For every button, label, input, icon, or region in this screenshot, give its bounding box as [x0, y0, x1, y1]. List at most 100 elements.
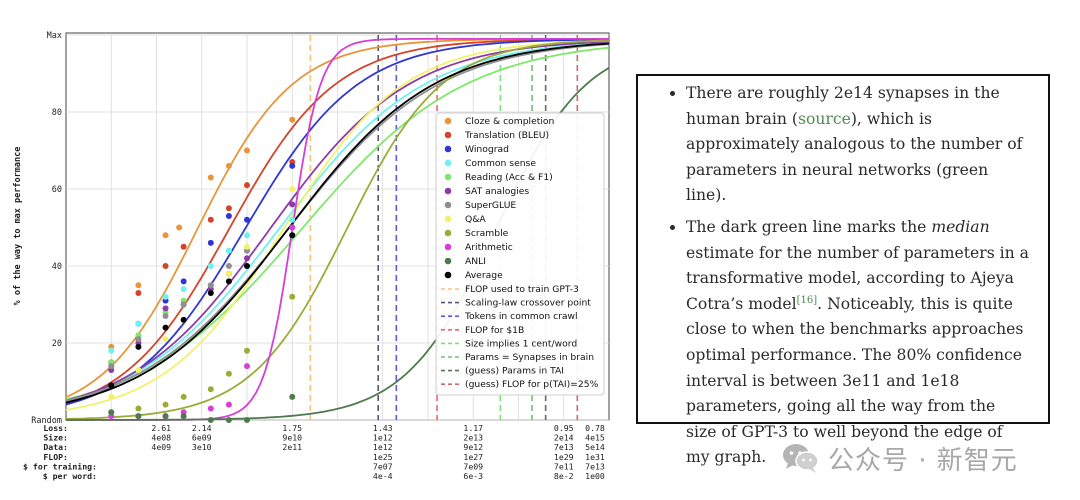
row-value: 7e13: [585, 461, 605, 471]
reference-link[interactable]: [16]: [796, 294, 818, 306]
data-point: [207, 239, 214, 246]
legend-marker: [444, 243, 452, 251]
source-link[interactable]: source: [797, 109, 851, 128]
data-point: [289, 116, 296, 123]
row-value: 1e27: [463, 452, 483, 462]
row-value: 1.17: [463, 423, 483, 433]
legend-label: Scaling-law crossover point: [465, 298, 591, 309]
data-point: [225, 417, 232, 423]
row-value: 1.43: [373, 423, 393, 433]
legend-label: Winograd: [465, 144, 509, 155]
y-tick-label: Max: [47, 31, 62, 41]
row-value: 7e13: [554, 442, 574, 452]
row-value: 2e13: [463, 433, 483, 443]
legend-label: SAT analogies: [465, 186, 529, 197]
row-value: 1.75: [282, 423, 302, 433]
legend-label: (guess) FLOP for p(TAI)=25%: [465, 379, 599, 390]
data-point: [135, 366, 142, 373]
legend-marker: [444, 131, 452, 139]
bullet-median: The dark green line marks the median est…: [686, 215, 1030, 471]
data-point: [225, 270, 232, 277]
data-point: [244, 232, 250, 239]
data-point: [225, 212, 232, 219]
row-value: 4e-4: [373, 471, 393, 481]
data-point: [207, 216, 214, 223]
legend-marker: [444, 271, 452, 279]
fit-curve: [65, 39, 610, 411]
data-point: [289, 201, 296, 208]
data-point: [207, 289, 214, 296]
data-point: [289, 393, 296, 400]
y-tick-label: Random: [31, 416, 62, 426]
data-point: [180, 243, 187, 250]
row-value: 4e15: [585, 433, 605, 443]
legend-label: FLOP for $1B: [465, 325, 524, 336]
row-value: 2.14: [192, 423, 212, 433]
data-point: [225, 247, 232, 254]
data-point: [225, 401, 232, 408]
fit-curve: [65, 42, 610, 404]
legend-marker: [444, 187, 452, 195]
legend-label: Params = Synapses in brain: [465, 352, 594, 363]
legend-marker: [444, 257, 452, 265]
fit-curves: [65, 38, 610, 421]
data-point: [289, 224, 296, 231]
text-panel: There are roughly 2e14 synapses in the h…: [636, 74, 1050, 466]
bullet2-emphasis: median: [931, 217, 990, 236]
fit-curve: [65, 38, 609, 406]
data-point: [162, 232, 169, 239]
data-point: [162, 313, 169, 320]
legend-label: Average: [465, 270, 503, 281]
data-point: [207, 263, 214, 269]
data-point: [135, 343, 142, 350]
data-point: [244, 147, 250, 154]
legend-marker: [444, 215, 452, 223]
data-point: [244, 263, 250, 269]
legend-label: Arithmetic: [465, 242, 513, 253]
row-value: 1e12: [373, 442, 393, 452]
row-value: 1e00: [585, 471, 605, 481]
legend-label: Size implies 1 cent/word: [465, 338, 577, 349]
data-point: [244, 216, 250, 223]
legend-marker: [444, 201, 452, 209]
bullet1-text-a: There are roughly 2e14 synapses in the h…: [686, 84, 1000, 128]
data-point: [180, 301, 187, 308]
row-value: 0.78: [585, 423, 605, 433]
row-label: Data:: [43, 442, 68, 452]
data-point: [207, 386, 214, 393]
y-tick-label: 60: [52, 185, 62, 195]
legend-label: FLOP used to train GPT-3: [465, 284, 579, 295]
legend: Cloze & completion Translation (BLEU) Wino…: [435, 112, 605, 396]
data-point: [225, 162, 232, 169]
data-point: [244, 363, 250, 370]
row-value: 7e09: [463, 461, 483, 471]
row-value: 1e31: [585, 452, 605, 462]
row-value: 1e29: [554, 452, 574, 462]
row-value: 1e12: [373, 433, 393, 443]
row-value: 2e14: [554, 433, 574, 443]
data-point: [207, 282, 214, 289]
fit-curve: [65, 39, 610, 420]
data-point: [207, 417, 214, 423]
legend-label: (guess) Params in TAI: [465, 366, 564, 377]
data-point: [180, 316, 187, 323]
data-point: [207, 174, 214, 181]
data-point: [289, 216, 296, 223]
data-point: [207, 405, 214, 412]
data-point: [180, 413, 187, 420]
wechat-icon: [783, 444, 819, 473]
bullet-synapses: There are roughly 2e14 synapses in the h…: [686, 81, 1030, 209]
row-label: Loss:: [43, 423, 68, 433]
row-value: 3e10: [192, 442, 212, 452]
data-point: [108, 347, 115, 354]
legend-marker: [444, 229, 452, 237]
watermark-text: 公众号 · 新智元: [828, 445, 1018, 476]
legend-marker: [444, 145, 452, 153]
row-value: 8e-2: [554, 471, 574, 481]
row-value: 1e25: [373, 452, 393, 462]
legend-label: Q&A: [465, 214, 486, 225]
data-point: [162, 336, 169, 343]
data-point: [135, 336, 142, 343]
data-point: [135, 405, 142, 412]
legend-label: Cloze & completion: [465, 116, 555, 127]
